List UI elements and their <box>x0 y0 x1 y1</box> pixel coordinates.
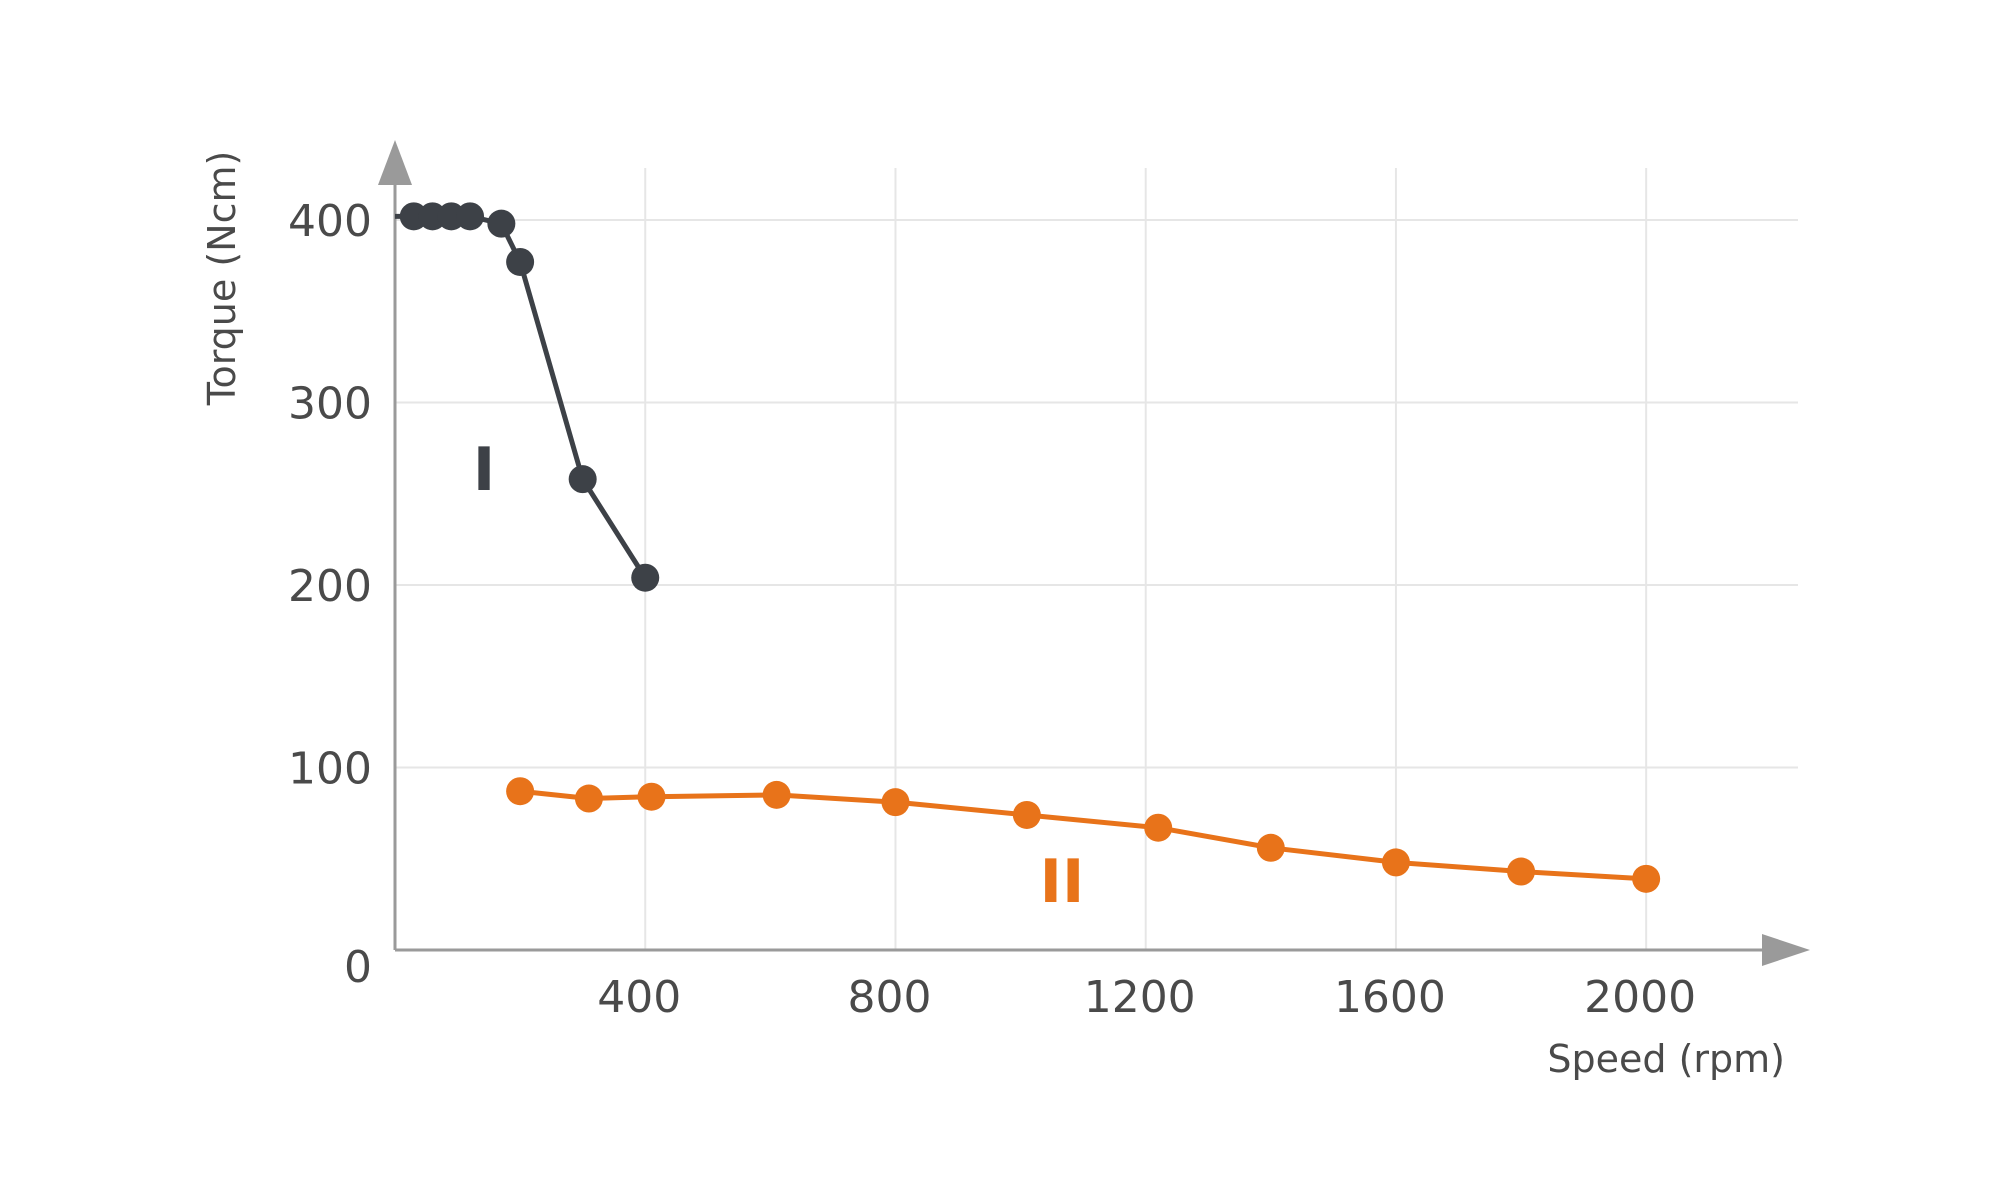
data-point-II <box>637 782 666 811</box>
y-tick-label: 200 <box>288 561 372 612</box>
data-point-I <box>506 247 535 276</box>
x-tick-label: 1600 <box>1334 972 1446 1023</box>
axes <box>378 140 1810 966</box>
x-axis-title: Speed (rpm) <box>1547 1037 1785 1081</box>
data-point-II <box>762 780 791 809</box>
data-point-II <box>1256 833 1285 862</box>
data-point-I <box>568 465 597 494</box>
y-tick-label: 300 <box>288 379 372 430</box>
data-point-II <box>1507 857 1536 886</box>
x-tick-label: 1200 <box>1084 972 1196 1023</box>
series <box>395 202 1661 893</box>
data-point-II <box>1632 864 1661 893</box>
y-axis-arrow <box>378 140 412 185</box>
data-point-II <box>1144 813 1173 842</box>
data-point-II <box>574 784 603 813</box>
y-axis-title: Torque (Ncm) <box>200 151 244 407</box>
y-tick-label: 0 <box>344 942 372 993</box>
data-point-I <box>487 209 516 238</box>
y-tick-label: 400 <box>288 196 372 247</box>
data-point-II <box>881 788 910 817</box>
series-II <box>506 777 1661 893</box>
tick-labels: 400 800 1200 1600 2000 0 100 200 300 400 <box>288 196 1696 1023</box>
data-point-II <box>1012 800 1041 829</box>
series-label-I: I <box>473 435 495 505</box>
x-tick-label: 2000 <box>1584 972 1696 1023</box>
x-axis-arrow <box>1762 934 1810 966</box>
series-I <box>395 202 660 592</box>
data-point-I <box>456 202 485 231</box>
data-point-II <box>506 777 535 806</box>
grid <box>395 168 1798 950</box>
x-tick-label: 400 <box>597 972 681 1023</box>
series-label-II: II <box>1040 847 1085 917</box>
data-point-I <box>631 563 660 592</box>
y-tick-label: 100 <box>288 744 372 795</box>
data-point-II <box>1381 848 1410 877</box>
x-tick-label: 800 <box>847 972 931 1023</box>
